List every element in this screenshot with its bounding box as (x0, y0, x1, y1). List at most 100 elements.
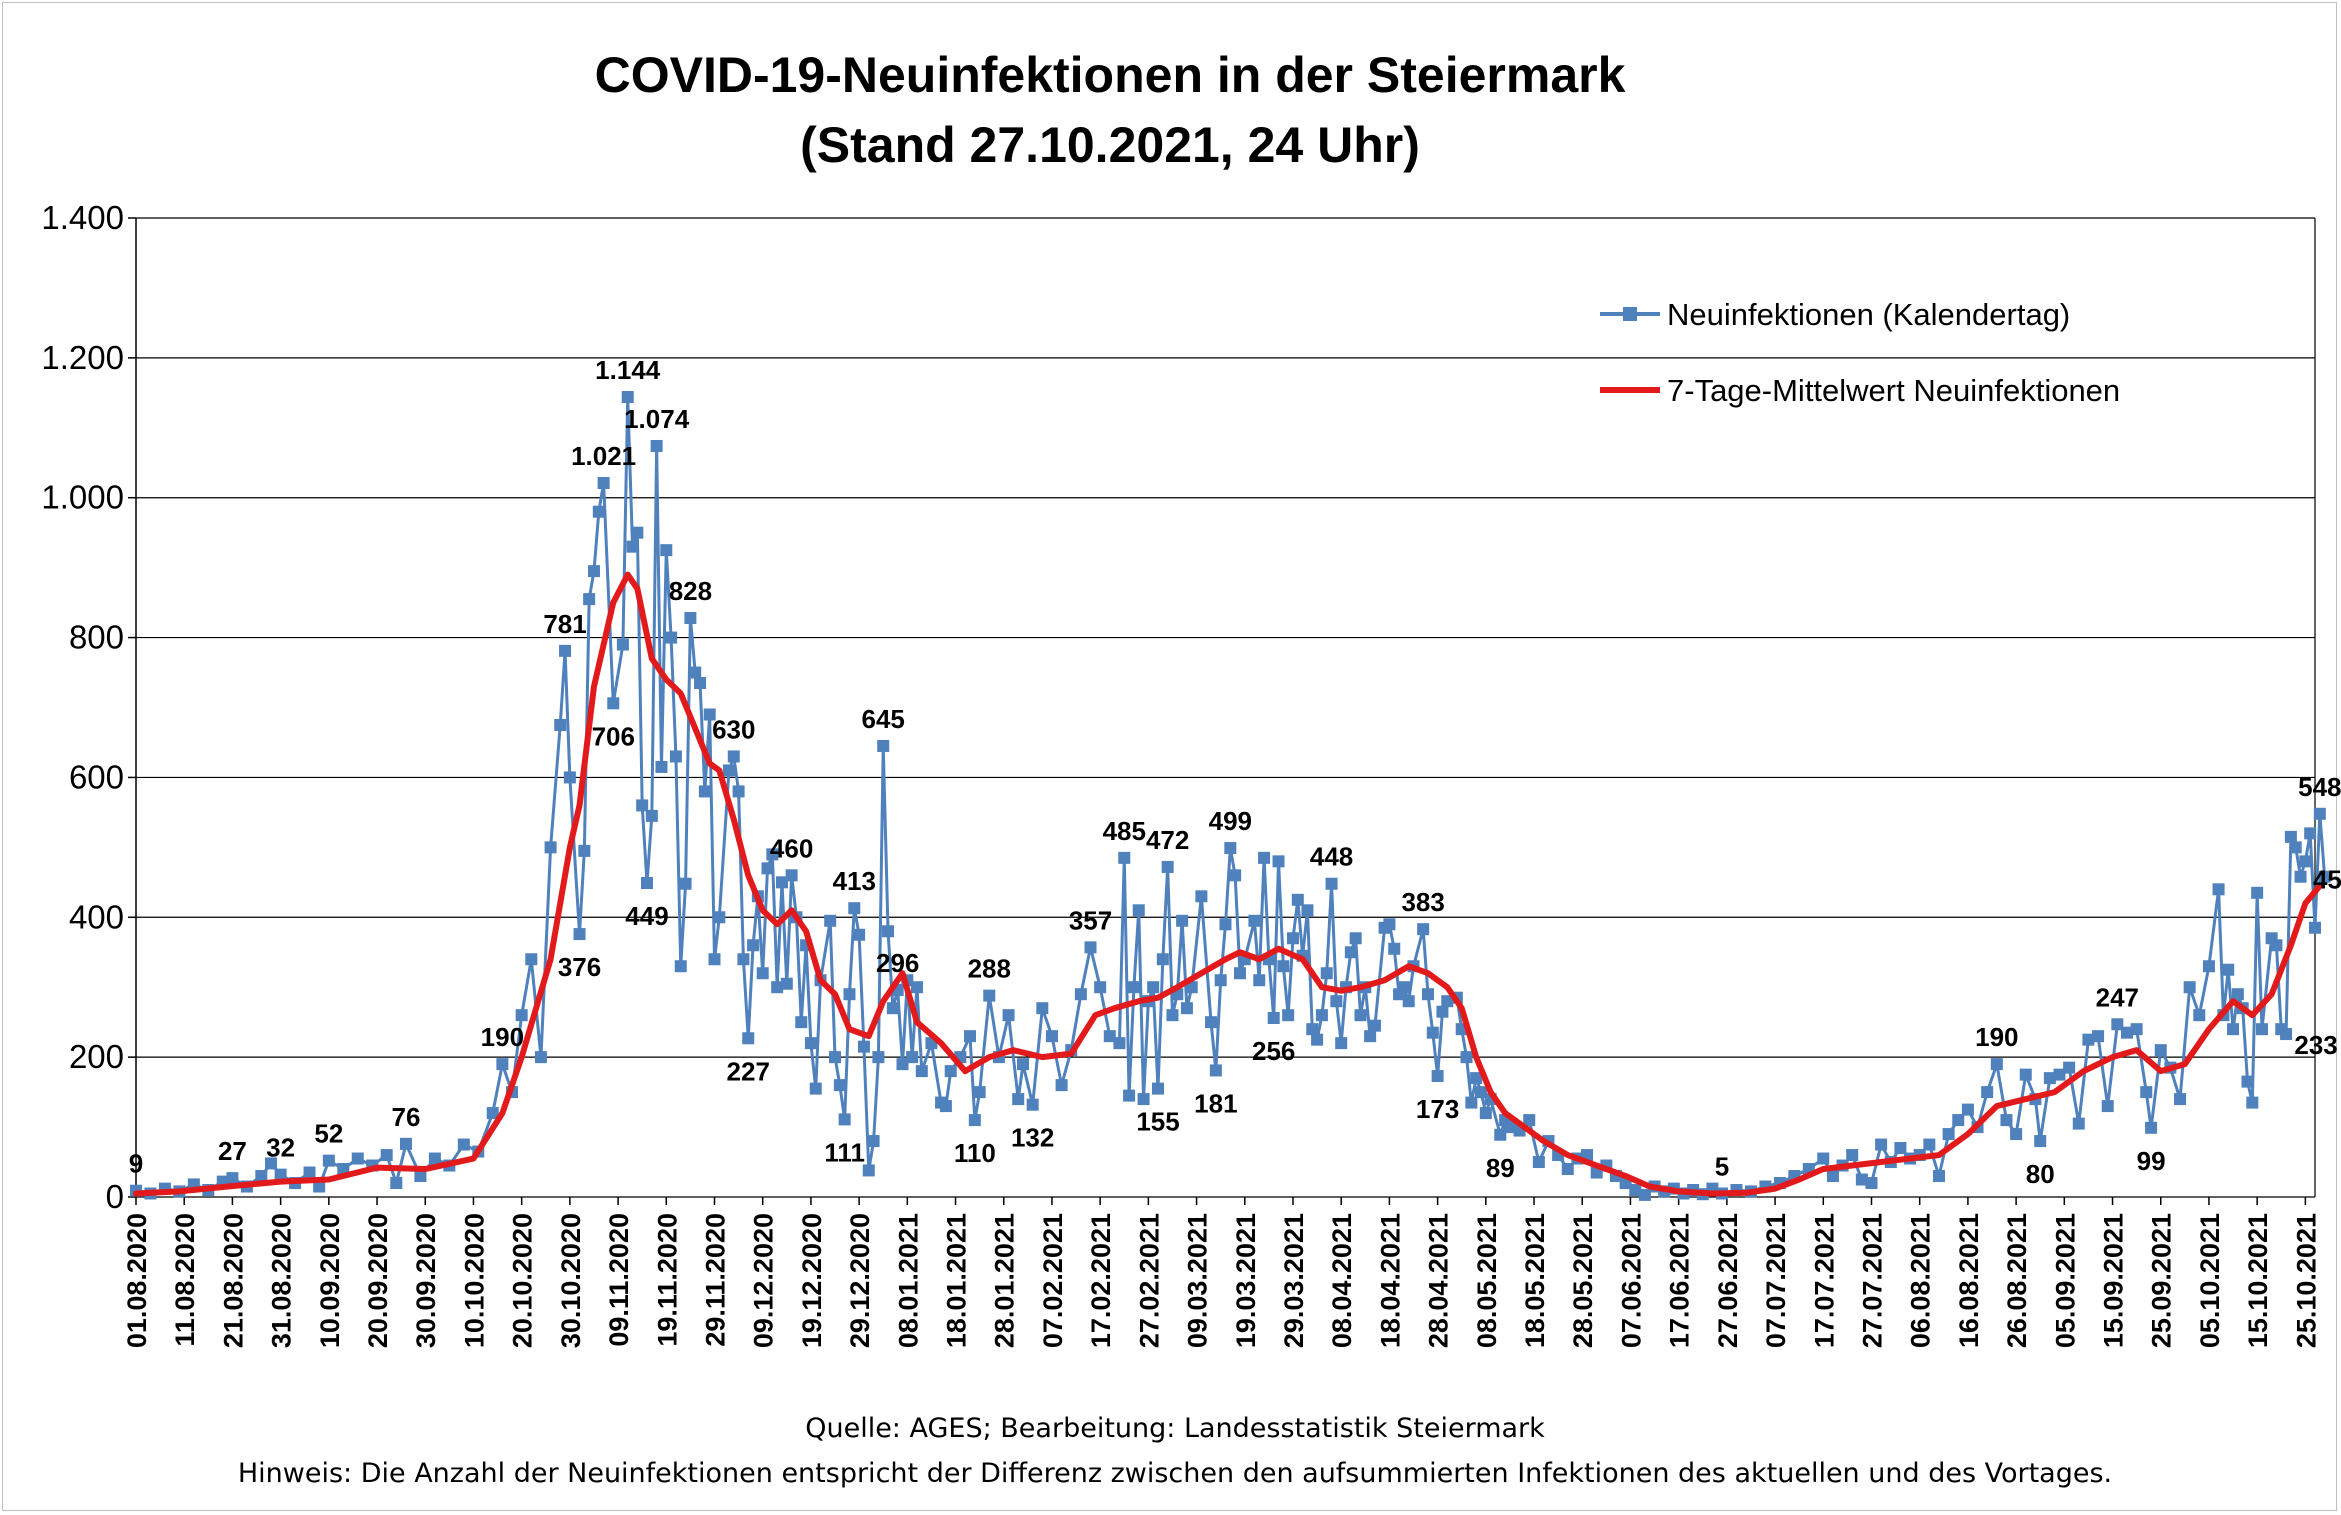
daily-point (2251, 886, 2264, 899)
daily-point (1368, 1019, 1381, 1032)
daily-point (1344, 946, 1357, 959)
data-label: 233 (2294, 1030, 2337, 1060)
x-tick-label: 18.01.2021 (942, 1213, 972, 1348)
daily-point (2222, 963, 2235, 976)
daily-point (2304, 827, 2317, 840)
daily-point (1103, 1030, 1116, 1043)
daily-point (968, 1114, 981, 1127)
daily-point (882, 925, 895, 938)
daily-point (2270, 939, 2283, 952)
daily-point (1094, 981, 1107, 994)
daily-point (1166, 1009, 1179, 1022)
daily-point (684, 611, 697, 624)
daily-point (1417, 923, 1430, 936)
daily-point (313, 1180, 326, 1193)
daily-point (1431, 1070, 1444, 1083)
daily-point (1942, 1128, 1955, 1141)
data-label: 1.074 (624, 404, 690, 434)
daily-point (780, 977, 793, 990)
x-tick-label: 07.02.2021 (1038, 1213, 1068, 1348)
daily-point (1253, 974, 1266, 987)
data-label: 413 (833, 866, 876, 896)
daily-point (2309, 921, 2321, 934)
source-note: Quelle: AGES; Bearbeitung: Landesstatist… (805, 1413, 1545, 1444)
legend-marker-daily (1623, 307, 1637, 321)
daily-point (1325, 877, 1338, 890)
daily-point (414, 1170, 427, 1183)
data-label: 1.021 (571, 441, 636, 471)
daily-point (1074, 988, 1087, 1001)
daily-point (351, 1152, 364, 1165)
daily-point (722, 764, 735, 777)
data-label: 357 (1069, 905, 1112, 935)
daily-point (1147, 981, 1160, 994)
daily-point (1311, 1033, 1324, 1046)
daily-point (1017, 1058, 1030, 1071)
daily-point (910, 981, 923, 994)
data-label: 89 (1486, 1153, 1515, 1183)
daily-point (1494, 1128, 1507, 1141)
daily-point (337, 1163, 350, 1176)
daily-point (1132, 904, 1145, 917)
data-label: 5 (1715, 1152, 1729, 1182)
hint-note: Hinweis: Die Anzahl der Neuinfektionen e… (238, 1458, 2112, 1489)
data-label: 499 (1209, 806, 1252, 836)
data-label: 472 (1146, 825, 1189, 855)
x-tick-label: 16.08.2021 (1954, 1213, 1984, 1348)
y-tick-label: 1.200 (41, 339, 124, 376)
daily-point (872, 1051, 885, 1064)
data-label: 448 (1310, 842, 1353, 872)
daily-point (322, 1154, 335, 1167)
daily-point (674, 960, 687, 973)
daily-point (2154, 1044, 2167, 1057)
daily-point (255, 1170, 268, 1183)
daily-point (1402, 995, 1415, 1008)
data-label: 630 (712, 714, 755, 744)
daily-point (428, 1152, 441, 1165)
x-tick-label: 29.11.2020 (700, 1213, 730, 1347)
data-label: 27 (218, 1136, 247, 1166)
x-tick-label: 27.06.2021 (1713, 1213, 1743, 1348)
x-tick-label: 05.10.2021 (2195, 1213, 2225, 1348)
daily-point (747, 939, 760, 952)
daily-point (2231, 988, 2244, 1001)
legend: Neuinfektionen (Kalendertag) 7-Tage-Mitt… (1600, 297, 2120, 408)
data-label: 9 (129, 1149, 143, 1179)
daily-point (2255, 1023, 2268, 1036)
daily-point (2140, 1086, 2153, 1099)
x-tick-label: 07.06.2021 (1616, 1213, 1646, 1348)
data-label: 247 (2096, 982, 2139, 1012)
daily-point (616, 638, 629, 651)
daily-point (578, 844, 591, 857)
x-tick-label: 06.08.2021 (1906, 1213, 1936, 1348)
daily-point (1320, 967, 1333, 980)
x-tick-label: 09.03.2021 (1183, 1213, 1213, 1348)
legend-label-daily: Neuinfektionen (Kalendertag) (1667, 297, 2070, 332)
daily-point (2289, 841, 2302, 854)
x-tick-label: 29.03.2021 (1279, 1213, 1309, 1348)
daily-point (824, 914, 837, 927)
daily-point (525, 953, 538, 966)
daily-point (1205, 1016, 1218, 1029)
daily-point (809, 1082, 822, 1095)
daily-point (2193, 1009, 2206, 1022)
data-label: 460 (770, 833, 813, 863)
data-label: 155 (1136, 1107, 1179, 1137)
daily-point (1846, 1149, 1859, 1162)
daily-point (703, 708, 716, 721)
data-label: 449 (625, 901, 668, 931)
daily-point (1185, 981, 1198, 994)
daily-point (1123, 1089, 1136, 1102)
daily-point (631, 526, 644, 539)
x-tick-label: 09.11.2020 (604, 1213, 634, 1347)
daily-point (896, 1058, 909, 1071)
x-tick-label: 19.11.2020 (652, 1213, 682, 1347)
x-tick-label: 30.09.2020 (411, 1213, 441, 1348)
x-axis: 01.08.2020 11.08.2020 21.08.2020 31.08.2020… (122, 1197, 2321, 1348)
daily-point (1137, 1093, 1150, 1106)
daily-point (766, 848, 779, 861)
daily-point (1036, 1002, 1049, 1015)
daily-point (1865, 1177, 1878, 1190)
daily-point (626, 540, 639, 553)
